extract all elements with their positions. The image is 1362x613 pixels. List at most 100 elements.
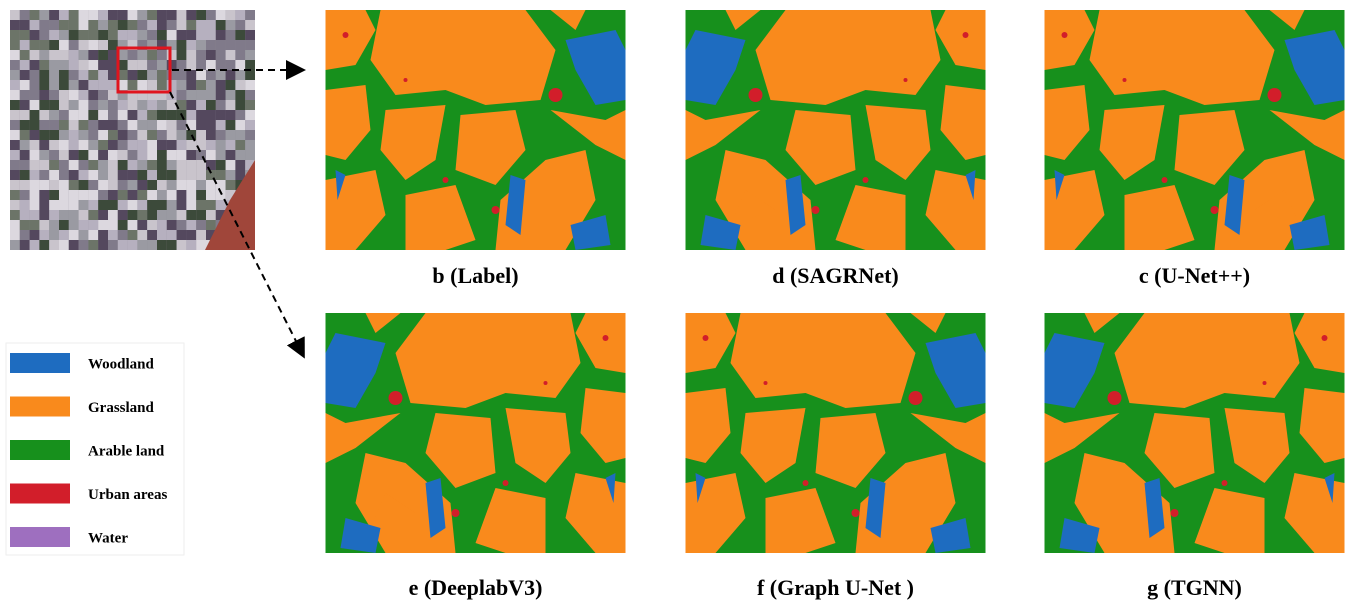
satellite-field [20,120,30,130]
satellite-field [226,120,236,130]
satellite-field [10,210,20,220]
satellite-field [128,50,138,60]
satellite-field [147,240,157,250]
satellite-field [88,170,98,180]
satellite-field [128,120,138,130]
satellite-field [167,110,177,120]
satellite-field [10,20,20,30]
satellite-field [69,210,79,220]
satellite-field [59,40,69,50]
satellite-field [118,160,128,170]
satellite-field [137,230,147,240]
satellite-field [98,110,108,120]
satellite-field [39,190,49,200]
satellite-field [157,60,167,70]
satellite-field [226,140,236,150]
satellite-field [79,10,89,20]
satellite-field [167,160,177,170]
satellite-field [69,180,79,190]
satellite-field [88,110,98,120]
satellite-field [59,240,69,250]
satellite-field [157,110,167,120]
satellite-field [59,30,69,40]
satellite-field [10,100,20,110]
satellite-field [167,190,177,200]
satellite-field [69,230,79,240]
satellite-field [216,80,226,90]
satellite-field [147,60,157,70]
satellite-field [196,180,206,190]
satellite-field [88,230,98,240]
satellite-field [88,210,98,220]
satellite-field [167,210,177,220]
satellite-field [186,20,196,30]
satellite-field [128,80,138,90]
satellite-field [69,60,79,70]
satellite-field [98,150,108,160]
satellite-field [79,160,89,170]
satellite-field [49,30,59,40]
satellite-field [235,140,245,150]
satellite-field [79,40,89,50]
satellite-field [49,100,59,110]
satellite-field [20,50,30,60]
satellite-field [245,40,255,50]
satellite-field [226,100,236,110]
satellite-field [216,30,226,40]
satellite-field [128,20,138,30]
satellite-field [167,220,177,230]
satellite-field [98,140,108,150]
panels: b (Label)d (SAGRNet)c (U-Net++)e (Deepla… [326,10,1345,600]
satellite-field [196,230,206,240]
satellite-field [69,110,79,120]
satellite-field [137,190,147,200]
satellite-field [235,120,245,130]
satellite-field [30,70,40,80]
satellite-field [167,150,177,160]
satellite-field [147,100,157,110]
satellite-field [206,100,216,110]
panel-caption: c (U-Net++) [1139,263,1250,288]
satellite-field [167,170,177,180]
satellite-field [128,70,138,80]
satellite-field [49,80,59,90]
satellite-field [79,230,89,240]
satellite-field [196,240,206,250]
satellite-field [177,80,187,90]
satellite-field [118,30,128,40]
satellite-field [59,190,69,200]
satellite-field [49,10,59,20]
satellite-field [157,150,167,160]
satellite-field [108,130,118,140]
satellite-field [186,160,196,170]
satellite-field [49,140,59,150]
satellite-field [206,20,216,30]
satellite-field [88,30,98,40]
satellite-field [49,170,59,180]
satellite-field [177,240,187,250]
satellite-field [226,60,236,70]
satellite-field [20,200,30,210]
satellite-field [20,170,30,180]
satellite-field [98,210,108,220]
satellite-field [186,140,196,150]
satellite-field [30,20,40,30]
satellite-field [59,20,69,30]
satellite-field [177,180,187,190]
satellite-field [235,80,245,90]
satellite-field [216,90,226,100]
satellite-field [59,140,69,150]
satellite-field [206,60,216,70]
satellite-field [10,140,20,150]
satellite-field [10,220,20,230]
satellite-field [167,200,177,210]
satellite-field [88,190,98,200]
satellite-field [98,190,108,200]
satellite-field [157,10,167,20]
satellite-field [167,230,177,240]
satellite-field [98,60,108,70]
satellite-field [30,80,40,90]
satellite-field [69,70,79,80]
satellite-field [147,30,157,40]
satellite-field [157,130,167,140]
